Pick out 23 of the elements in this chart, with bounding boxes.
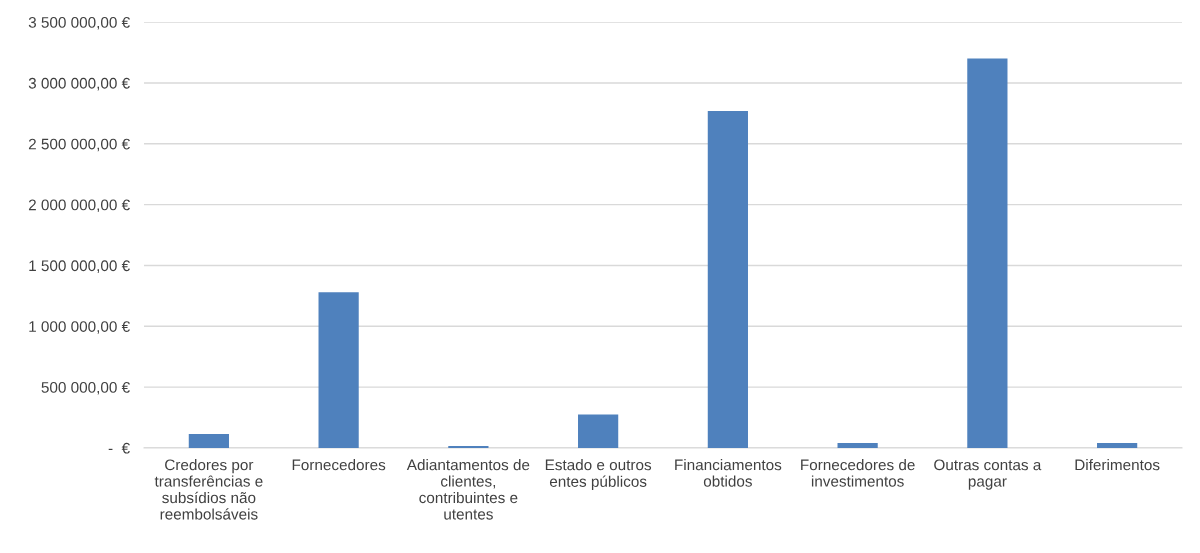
y-tick-label: 1 000 000,00 €	[29, 321, 130, 334]
x-tick-label: Fornecedores	[292, 459, 386, 471]
y-tick-label: 2 000 000,00 €	[28, 199, 130, 213]
bar	[1097, 443, 1138, 448]
y-tick-label: 1 500 000,00 €	[29, 260, 130, 273]
bar	[837, 443, 878, 448]
x-tick-label: Outras contas a pagar	[934, 459, 1042, 490]
y-tick-label: - €	[108, 442, 130, 454]
bar	[707, 110, 748, 448]
y-tick-label: 500 000,00 €	[41, 381, 130, 395]
bar	[578, 414, 619, 448]
bar	[967, 58, 1008, 448]
x-tick-label: Adiantamentos de clientes, contribuintes e utentes	[406, 459, 530, 520]
y-tick-label: 3 500 000,00 €	[28, 16, 130, 30]
x-tick-label: Estado e outros entes públicos	[545, 459, 652, 490]
x-tick-label: Credores por transferências e subsídios não reembolsáveis	[154, 459, 263, 520]
y-tick-label: 3 000 000,00 €	[28, 77, 130, 91]
bar	[318, 292, 359, 448]
y-tick-label: 2 500 000,00 €	[28, 138, 130, 152]
x-tick-label: Financiamentos obtidos	[675, 459, 782, 487]
x-tick-label: Diferimentos	[1075, 459, 1160, 471]
x-tick-label: Fornecedores de investimentos	[801, 459, 915, 487]
bar	[188, 433, 229, 448]
